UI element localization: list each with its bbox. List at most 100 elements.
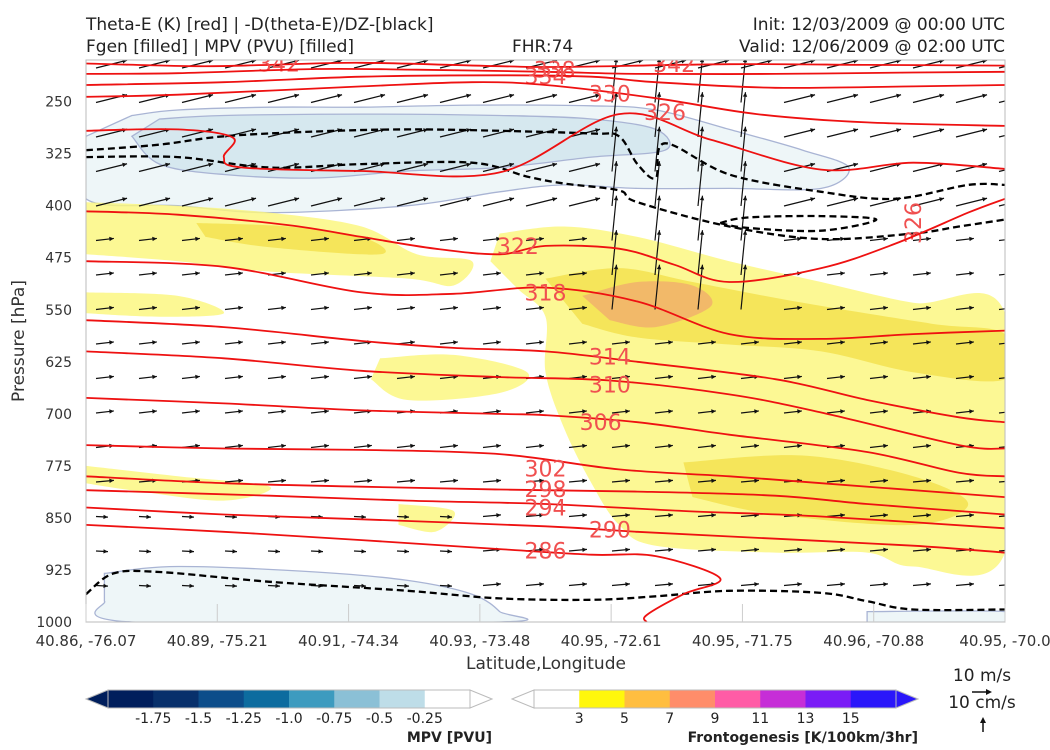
wind-vector (826, 547, 845, 552)
wind-vector (783, 443, 802, 449)
theta-e-contour-342 (86, 61, 1005, 68)
wind-vector (611, 264, 619, 310)
wind-vector (568, 197, 601, 207)
wind-vector (267, 93, 300, 104)
wind-key-horizontal: 10 m/s (953, 666, 1011, 686)
wind-vector (826, 478, 845, 483)
wind-vector (568, 443, 587, 449)
wind-vector (740, 443, 759, 449)
wind-vector (95, 549, 109, 554)
wind-vector (869, 443, 888, 449)
wind-vector (95, 162, 128, 173)
wind-vector (138, 374, 157, 380)
mpv-colorbar-swatch (243, 690, 290, 708)
mpv-colorbar-label: MPV [PVU] (407, 730, 492, 746)
theta-e-contour-338 (86, 67, 1005, 75)
wind-vector (353, 583, 367, 589)
x-tick-label: 40.95, -72.61 (561, 632, 662, 650)
wind-vector (611, 195, 619, 241)
wind-vector (482, 236, 501, 242)
fgen-colorbar-swatch (760, 690, 806, 708)
fgen-colorbar-tick: 13 (797, 711, 815, 727)
wind-vector (568, 305, 587, 311)
theta-e-contour-310 (86, 350, 1005, 450)
wind-vector (697, 195, 705, 241)
wind-vector (181, 162, 214, 173)
wind-vector (310, 236, 329, 242)
wind-vector (525, 582, 544, 587)
theta-e-contour-286 (86, 524, 722, 622)
wind-vector (95, 93, 128, 104)
wind-vector (181, 271, 200, 276)
theta-e-label: 314 (589, 345, 631, 370)
wind-vector (654, 443, 673, 449)
wind-vector (955, 305, 974, 311)
fgen-colorbar-swatch (579, 690, 625, 708)
wind-vector (869, 128, 902, 138)
mpv-colorbar-swatch (289, 690, 335, 708)
theta-e-contours: 3423423383343303263263223183143103063022… (86, 60, 1005, 622)
wind-vector (181, 305, 200, 311)
wind-vector (224, 340, 243, 345)
wind-vector (224, 549, 238, 554)
wind-vector (95, 583, 109, 589)
y-tick-label: 250 (45, 95, 72, 111)
wind-vector (525, 340, 544, 345)
wind-vector (482, 513, 501, 518)
theta-e-label: 310 (589, 374, 631, 399)
wind-vector (310, 409, 329, 414)
fgen-colorbar-swatch (850, 690, 897, 708)
wind-vector (611, 513, 630, 518)
wind-vector (439, 271, 458, 276)
wind-vector (783, 340, 802, 345)
wind-vector (181, 197, 214, 207)
wind-vector (611, 374, 630, 380)
x-tick-label: 40.89, -75.21 (167, 632, 268, 650)
wind-vector (439, 162, 472, 173)
wind-vector (740, 547, 759, 552)
wind-vector (568, 162, 601, 173)
fgen-colorbar-tick: 11 (751, 711, 769, 727)
wind-vector (912, 443, 931, 449)
wind-vector (396, 583, 410, 589)
wind-vector (869, 271, 888, 276)
y-tick-label: 625 (45, 355, 72, 371)
wind-vector (826, 340, 845, 345)
wind-vector (396, 305, 415, 311)
wind-vector (482, 305, 501, 311)
wind-vector (912, 197, 945, 207)
theta-e-contour-302 (86, 444, 1005, 498)
ddz-contour-2 (719, 214, 878, 233)
x-tick-label: 40.95, -70.0 (959, 632, 1050, 650)
y-tick-label: 775 (45, 459, 72, 475)
wind-vector (783, 93, 816, 104)
wind-vector (525, 443, 544, 449)
wind-vector (568, 582, 587, 587)
wind-vector (482, 197, 515, 207)
wind-vector (224, 443, 243, 449)
mpv-colorbar-swatch (198, 690, 245, 708)
wind-vector (95, 478, 114, 483)
wind-vector (998, 65, 1005, 69)
wind-vector (998, 342, 1005, 345)
theta-e-contour-290 (86, 506, 1005, 554)
mpv-colorbar-tick: -1.0 (275, 711, 302, 727)
wind-vector (568, 236, 587, 242)
wind-vector (740, 582, 759, 587)
wind-vector (912, 513, 931, 518)
wind-vector (310, 271, 329, 276)
wind-vector (912, 305, 931, 311)
wind-vector (353, 549, 367, 554)
wind-vector (826, 271, 845, 276)
wind-vector (267, 305, 286, 311)
wind-vector (998, 203, 1005, 207)
wind-vector (869, 60, 902, 69)
theta-e-contour-330 (86, 81, 1005, 127)
theta-e-contour-298 (86, 475, 1005, 516)
mpv-colorbar-tick: -1.75 (135, 711, 171, 727)
theta-e-label: 330 (589, 82, 631, 107)
wind-vector (224, 197, 257, 207)
wind-vector (138, 305, 157, 311)
wind-vector (439, 197, 472, 207)
wind-vector (525, 197, 558, 207)
